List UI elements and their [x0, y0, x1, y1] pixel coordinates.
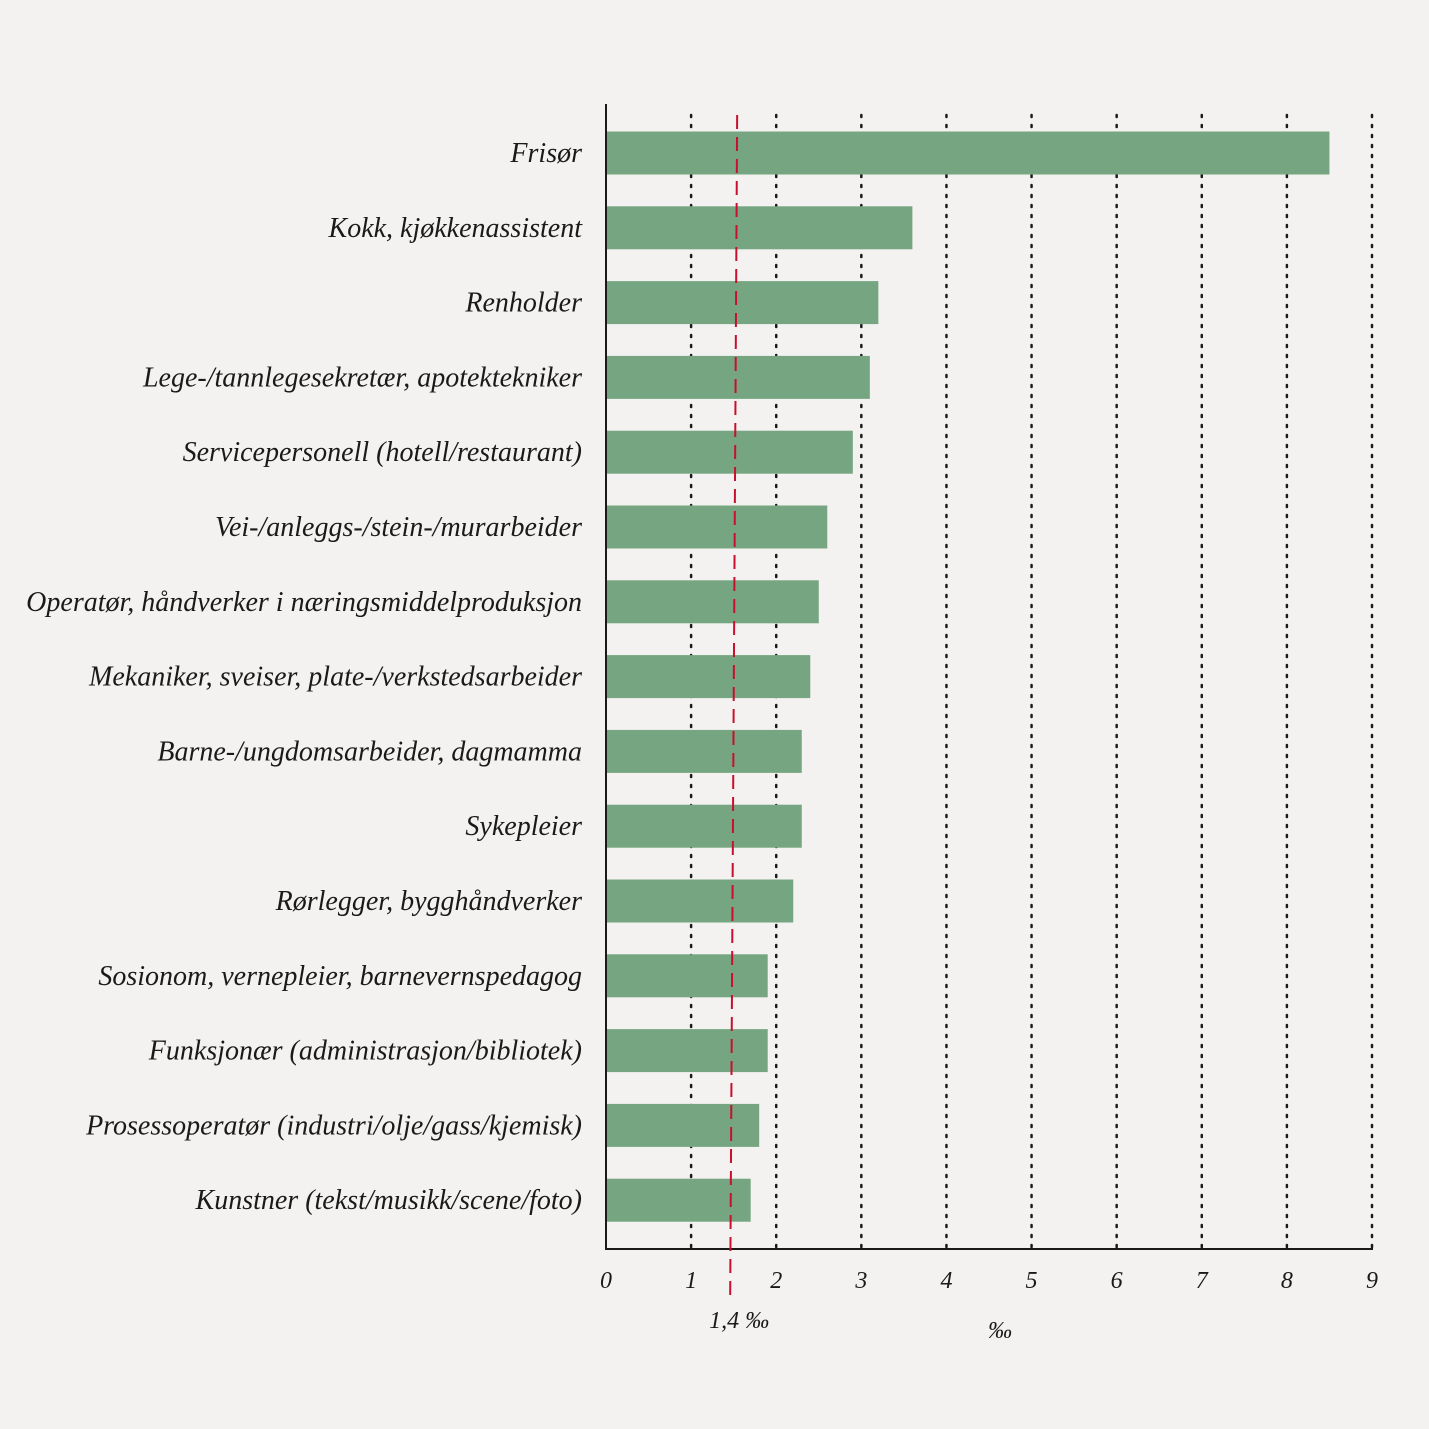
category-label: Funksjonær (administrasjon/bibliotek) [148, 1036, 582, 1067]
x-tick-label: 3 [854, 1268, 867, 1294]
category-label: Frisør [509, 138, 582, 169]
bar [606, 281, 879, 325]
bar [606, 131, 1330, 175]
bar [606, 879, 794, 923]
x-tick-label: 4 [940, 1268, 952, 1294]
x-tick-label: 2 [770, 1268, 782, 1294]
x-tick-label: 9 [1366, 1268, 1378, 1294]
bar [606, 580, 819, 624]
x-tick-label: 8 [1281, 1268, 1293, 1294]
category-label: Operatør, håndverker i næringsmiddelprod… [26, 587, 582, 618]
x-tick-label: 6 [1111, 1268, 1123, 1294]
bar [606, 729, 802, 773]
bar [606, 1178, 751, 1222]
bar [606, 355, 870, 399]
category-label: Sosionom, vernepleier, barnevernspedagog [98, 961, 582, 992]
category-label: Barne-/ungdomsarbeider, dagmamma [157, 736, 582, 767]
category-label: Sykepleier [465, 811, 582, 842]
bar [606, 430, 853, 474]
bar [606, 1103, 760, 1147]
bar [606, 804, 802, 848]
bar [606, 505, 828, 549]
x-axis-label: ‰ [988, 1318, 1012, 1344]
bar [606, 954, 768, 998]
category-label: Vei-/anleggs-/stein-/murarbeider [215, 512, 582, 543]
x-tick-label: 0 [600, 1268, 612, 1294]
reference-line-label: 1,4 ‰ [709, 1308, 769, 1334]
x-tick-label: 1 [685, 1268, 697, 1294]
bar [606, 1029, 768, 1073]
category-label: Prosessoperatør (industri/olje/gass/kjem… [85, 1110, 582, 1141]
category-label: Kokk, kjøkkenassistent [328, 213, 584, 244]
category-label: Kunstner (tekst/musikk/scene/foto) [195, 1185, 582, 1216]
bar [606, 655, 811, 699]
category-label: Mekaniker, sveiser, plate-/verkstedsarbe… [88, 662, 582, 693]
category-label: Servicepersonell (hotell/restaurant) [183, 437, 582, 468]
category-label: Renholder [464, 288, 582, 319]
category-label: Rørlegger, bygghåndverker [275, 886, 582, 917]
category-label: Lege-/tannlegesekretær, apotektekniker [142, 362, 582, 393]
bar [606, 206, 913, 250]
x-tick-label: 7 [1196, 1268, 1209, 1294]
x-tick-label: 5 [1026, 1268, 1038, 1294]
